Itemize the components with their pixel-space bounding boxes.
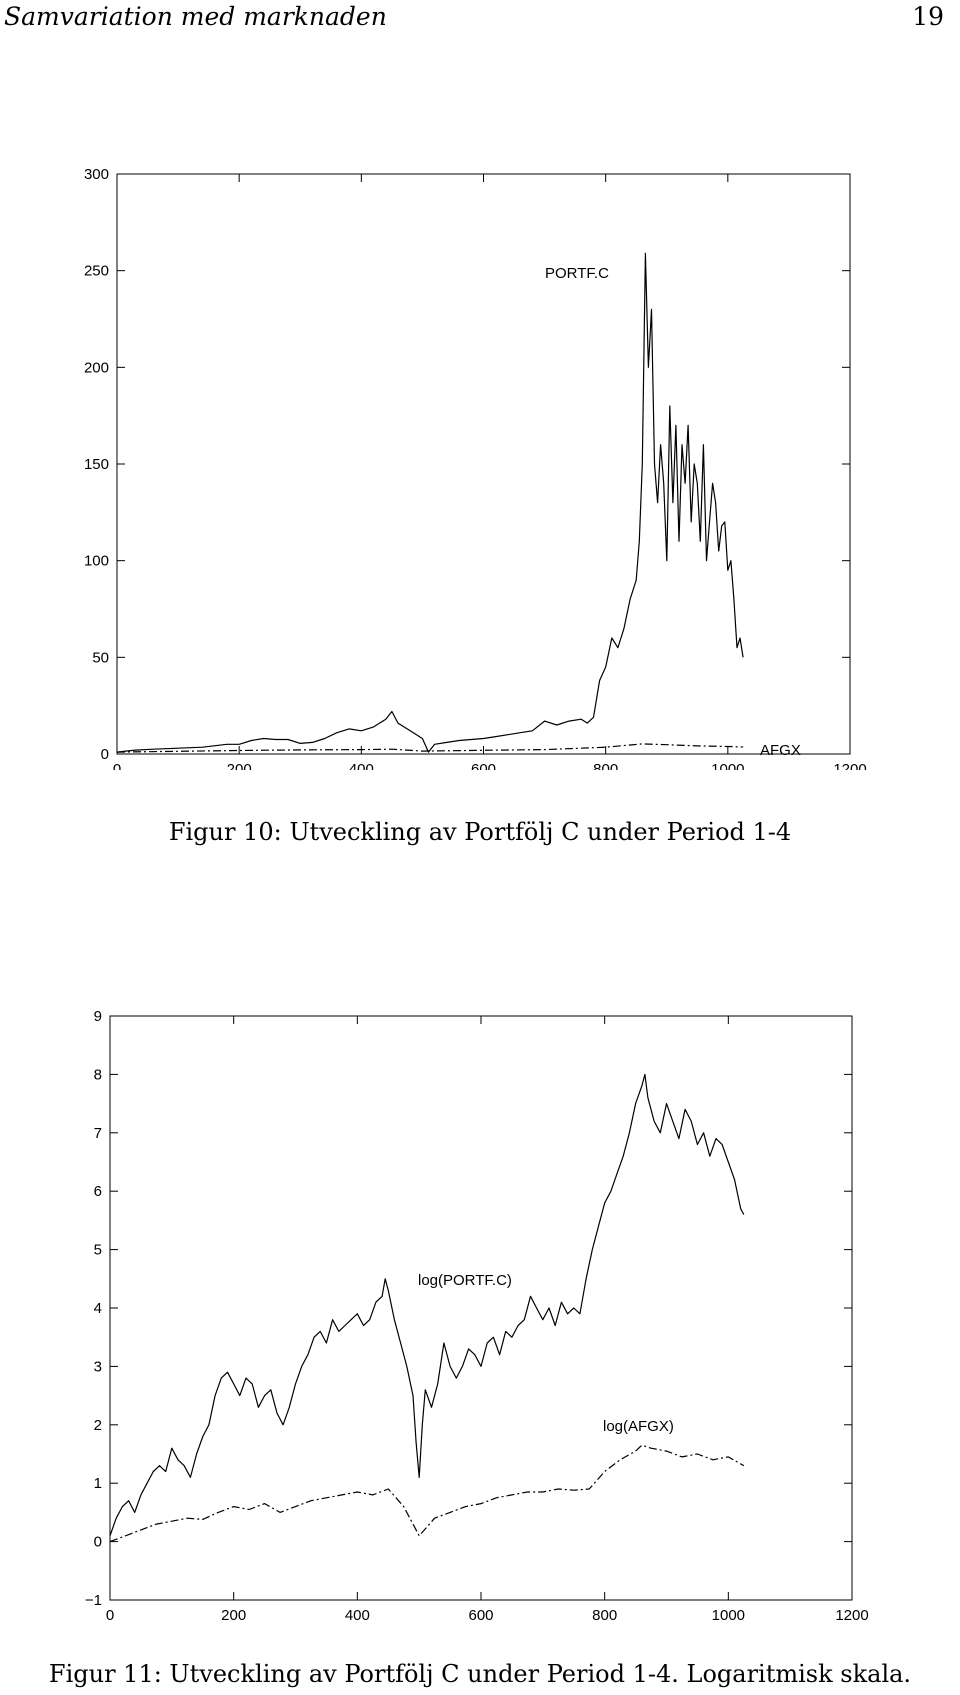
- x-tick-label: 0: [113, 761, 121, 770]
- y-tick-label: 3: [94, 1358, 102, 1375]
- x-tick-label: 200: [227, 761, 252, 770]
- y-tick-label: 250: [84, 263, 109, 280]
- series-annotation: log(AFGX): [603, 1418, 674, 1435]
- y-tick-label: 300: [84, 166, 109, 183]
- y-tick-label: 7: [94, 1125, 102, 1142]
- x-tick-label: 200: [221, 1607, 246, 1624]
- x-tick-label: 400: [345, 1607, 370, 1624]
- plot-frame: [109, 1015, 853, 1601]
- x-tick-label: 600: [468, 1607, 493, 1624]
- y-tick-label: 4: [94, 1300, 102, 1317]
- y-tick-label: 200: [84, 359, 109, 376]
- y-tick-label: −1: [85, 1592, 102, 1609]
- y-tick-label: 0: [101, 746, 109, 763]
- x-tick-label: 1200: [835, 1607, 868, 1624]
- figure-10-caption: Figur 10: Utveckling av Portfölj C under…: [168, 818, 792, 846]
- x-tick-label: 800: [592, 1607, 617, 1624]
- series-annotation: log(PORTF.C): [418, 1272, 512, 1289]
- x-tick-label: 1000: [711, 761, 744, 770]
- y-tick-label: 8: [94, 1066, 102, 1083]
- figure-10-chart: 0 200 400 600 800 1000 1200 0 50 100 150 200 250 300 P…: [84, 166, 867, 770]
- series-line-1: [109, 1444, 745, 1543]
- y-tick-label: 6: [94, 1183, 102, 1200]
- figure-11-caption: Figur 11: Utveckling av Portfölj C under…: [48, 1660, 912, 1688]
- x-tick-label: 800: [593, 761, 618, 770]
- y-tick-label: 1: [94, 1475, 102, 1492]
- x-tick-label: 1200: [833, 761, 866, 770]
- y-tick-label: 9: [94, 1008, 102, 1025]
- series-annotation: PORTF.C: [545, 265, 609, 282]
- page-number: 19: [912, 2, 944, 31]
- y-tick-label: 50: [92, 649, 109, 666]
- series-line-0: [116, 252, 744, 753]
- series-annotation: AFGX: [760, 742, 801, 759]
- x-tick-label: 1000: [712, 1607, 745, 1624]
- y-tick-label: 100: [84, 553, 109, 570]
- x-tick-label: 600: [471, 761, 496, 770]
- y-tick-label: 5: [94, 1242, 102, 1259]
- series-line-0: [109, 1073, 745, 1536]
- figure-11-chart: 0 200 400 600 800 1000 1200−10123456789log(POR…: [85, 1008, 869, 1624]
- x-tick-label: 0: [106, 1607, 114, 1624]
- y-tick-label: 0: [94, 1534, 102, 1551]
- x-tick-label: 400: [349, 761, 374, 770]
- y-tick-label: 150: [84, 456, 109, 473]
- running-title: Samvariation med marknaden: [4, 2, 387, 31]
- y-tick-label: 2: [94, 1417, 102, 1434]
